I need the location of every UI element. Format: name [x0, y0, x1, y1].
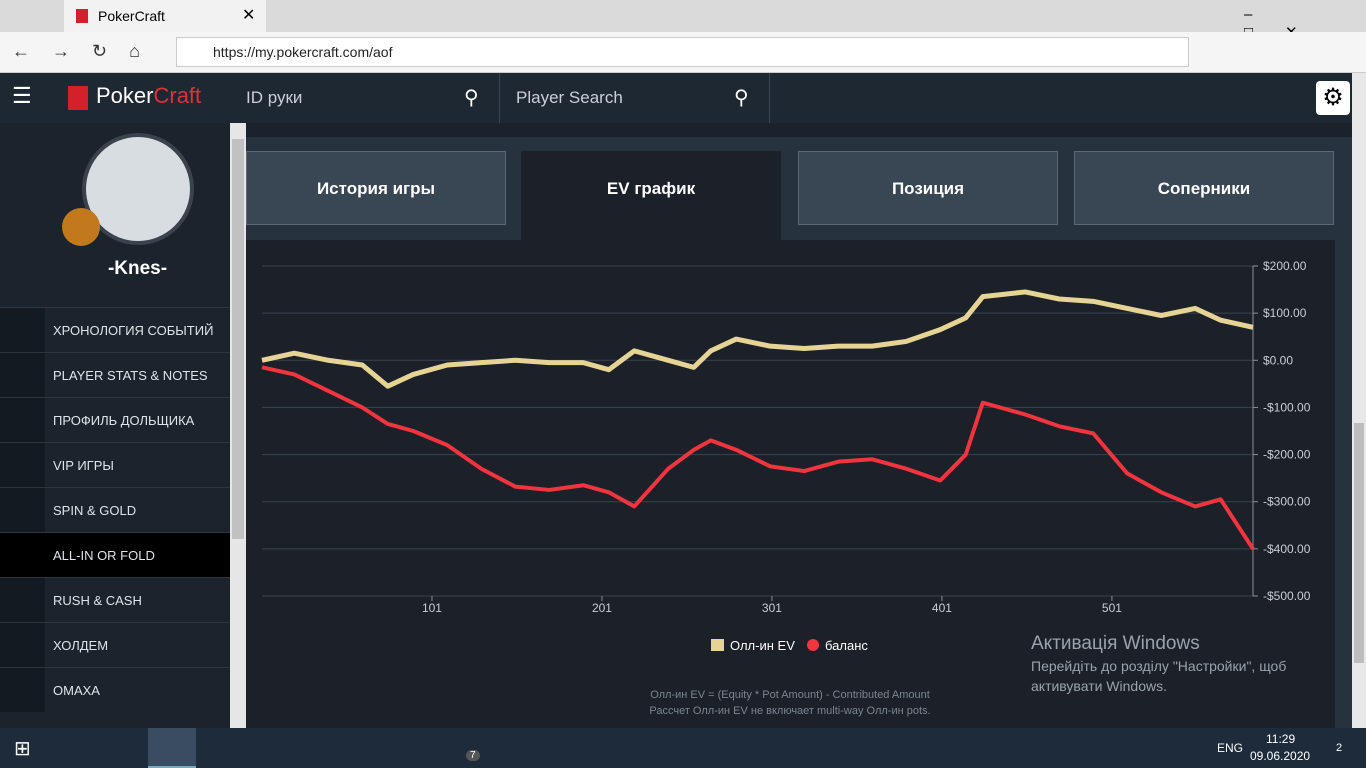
- tab[interactable]: Соперники: [1074, 151, 1334, 225]
- tab[interactable]: Позиция: [798, 151, 1058, 225]
- menu-item[interactable]: ХОЛДЕМ: [0, 622, 230, 667]
- logo-b: Craft: [153, 83, 202, 108]
- menu: ХРОНОЛОГИЯ СОБЫТИЙ PLAYER STATS & NOTES ПР…: [0, 307, 230, 728]
- menu-item[interactable]: ПРОФИЛЬ ДОЛЬЩИКА: [0, 397, 230, 442]
- y-tick-label: -$200.00: [1263, 448, 1311, 462]
- y-tick-label: -$100.00: [1263, 400, 1311, 414]
- scrollbar: [230, 123, 246, 728]
- menu-icon: [0, 578, 45, 622]
- menu-icon: [0, 533, 45, 577]
- logo: PokerCraft: [68, 83, 202, 110]
- menu-item[interactable]: SPIN & GOLD: [0, 487, 230, 532]
- username: -Knes-: [107, 258, 168, 279]
- logo-icon: [68, 86, 88, 110]
- app-header: ☰ PokerCraft ID руки ⚲ Player Search ⚲ ⚙: [0, 73, 1352, 123]
- search-icon: ⚲: [734, 87, 749, 109]
- menu-item[interactable]: ALL-IN OR FOLD: [0, 532, 230, 577]
- x-tick-label: 201: [592, 601, 612, 615]
- menu-icon: [0, 308, 45, 352]
- x-tick-label: 401: [932, 601, 952, 615]
- clock-date[interactable]: 09.06.2020: [1250, 749, 1311, 763]
- language[interactable]: ENG: [1217, 741, 1244, 755]
- y-tick-label: $0.00: [1263, 353, 1293, 367]
- menu-icon: [0, 488, 45, 532]
- tab[interactable]: История игры: [246, 151, 506, 225]
- watermark-line: Перейдіть до розділу "Настройки", щоб: [1031, 658, 1287, 674]
- menu-item[interactable]: PLAYER STATS & NOTES: [0, 352, 230, 397]
- player-search-placeholder: Player Search: [516, 88, 623, 107]
- favicon: [76, 9, 88, 23]
- x-tick-label: 501: [1102, 601, 1122, 615]
- main-strip: [246, 123, 1352, 137]
- hand-id-search[interactable]: ID руки ⚲: [230, 73, 500, 123]
- scroll-thumb: [232, 139, 244, 539]
- tab[interactable]: EV график: [521, 151, 781, 240]
- notifications[interactable]: 2: [1336, 742, 1343, 754]
- url: https://my.pokercraft.com/aof: [213, 44, 393, 60]
- series-line: [261, 289, 1254, 389]
- y-tick-label: $100.00: [1263, 306, 1307, 320]
- menu-item[interactable]: ОМАХА: [0, 667, 230, 712]
- legend-swatch: [711, 639, 724, 651]
- start-button[interactable]: ⊞: [14, 738, 31, 760]
- url-field[interactable]: https://my.pokercraft.com/aof: [176, 37, 1189, 67]
- menu-item[interactable]: VIP ИГРЫ: [0, 442, 230, 487]
- legend-label: баланс: [825, 638, 868, 653]
- scroll-thumb: [1354, 423, 1364, 663]
- taskbar: ⊞ 7 ENG 11:29 09.06.2020 2: [0, 728, 1366, 768]
- footnote: Олл-ин EV = (Equity * Pot Amount) - Cont…: [650, 689, 930, 701]
- tab-bar: PokerCraft✕ –□✕: [0, 0, 1366, 41]
- hand-id-placeholder: ID руки: [246, 88, 303, 107]
- menu-icon: [0, 668, 45, 712]
- menu-icon: [0, 443, 45, 487]
- right-scrollbar: [1352, 73, 1366, 728]
- settings-button[interactable]: ⚙: [1316, 81, 1350, 115]
- menu-item[interactable]: ХРОНОЛОГИЯ СОБЫТИЙ: [0, 307, 230, 352]
- chart: $200.00 $100.00 $0.00 -$100.00 -$200.00 -$300…: [246, 240, 1335, 728]
- browser-tab[interactable]: PokerCraft ✕: [64, 0, 266, 32]
- tab-title: PokerCraft: [98, 8, 165, 24]
- nav-buttons[interactable]: ←→↻⌂: [12, 41, 162, 61]
- watermark-title: Активація Windows: [1031, 633, 1200, 654]
- logo-a: Poker: [96, 83, 154, 108]
- x-tick-label: 301: [762, 601, 782, 615]
- x-tick-label: 101: [422, 601, 442, 615]
- y-tick-label: -$500.00: [1263, 589, 1311, 603]
- close-tab[interactable]: ✕: [242, 7, 256, 24]
- address-bar: ←→↻⌂ https://my.pokercraft.com/aof: [0, 32, 1366, 73]
- footnote: Рассчет Олл-ин EV не включает multi-way …: [649, 705, 930, 717]
- search-icon: ⚲: [464, 87, 479, 109]
- menu-icon: [0, 353, 45, 397]
- y-tick-label: $200.00: [1263, 259, 1307, 273]
- menu-icon: [0, 398, 45, 442]
- avatar: [82, 133, 194, 245]
- series-line: [261, 365, 1255, 550]
- player-search[interactable]: Player Search ⚲: [500, 73, 770, 123]
- menu-icon: [0, 623, 45, 667]
- clock-time[interactable]: 11:29: [1266, 732, 1296, 746]
- y-tick-label: -$300.00: [1263, 495, 1311, 509]
- active-app[interactable]: [148, 728, 196, 768]
- legend-swatch: [807, 639, 819, 651]
- menu-button[interactable]: ☰: [12, 83, 32, 108]
- watermark-line: активувати Windows.: [1031, 678, 1167, 694]
- badge: [62, 208, 100, 246]
- legend-label: Олл-ин EV: [730, 638, 795, 653]
- menu-item[interactable]: RUSH & CASH: [0, 577, 230, 622]
- sidebar: -Knes- ХРОНОЛОГИЯ СОБЫТИЙ PLAYER STATS & …: [0, 123, 230, 728]
- windows-watermark: Активація Windows Перейдіть до розділу "…: [1031, 632, 1286, 696]
- y-tick-label: -$400.00: [1263, 542, 1311, 556]
- telegram-badge: 7: [466, 750, 480, 761]
